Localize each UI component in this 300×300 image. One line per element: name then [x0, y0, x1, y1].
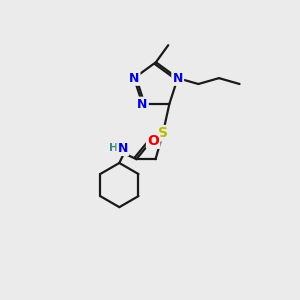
Text: S: S — [158, 126, 168, 140]
Text: N: N — [172, 72, 183, 85]
Text: N: N — [137, 98, 148, 111]
Text: O: O — [147, 134, 159, 148]
Text: N: N — [118, 142, 128, 155]
Text: H: H — [110, 143, 119, 153]
Text: N: N — [129, 72, 139, 85]
